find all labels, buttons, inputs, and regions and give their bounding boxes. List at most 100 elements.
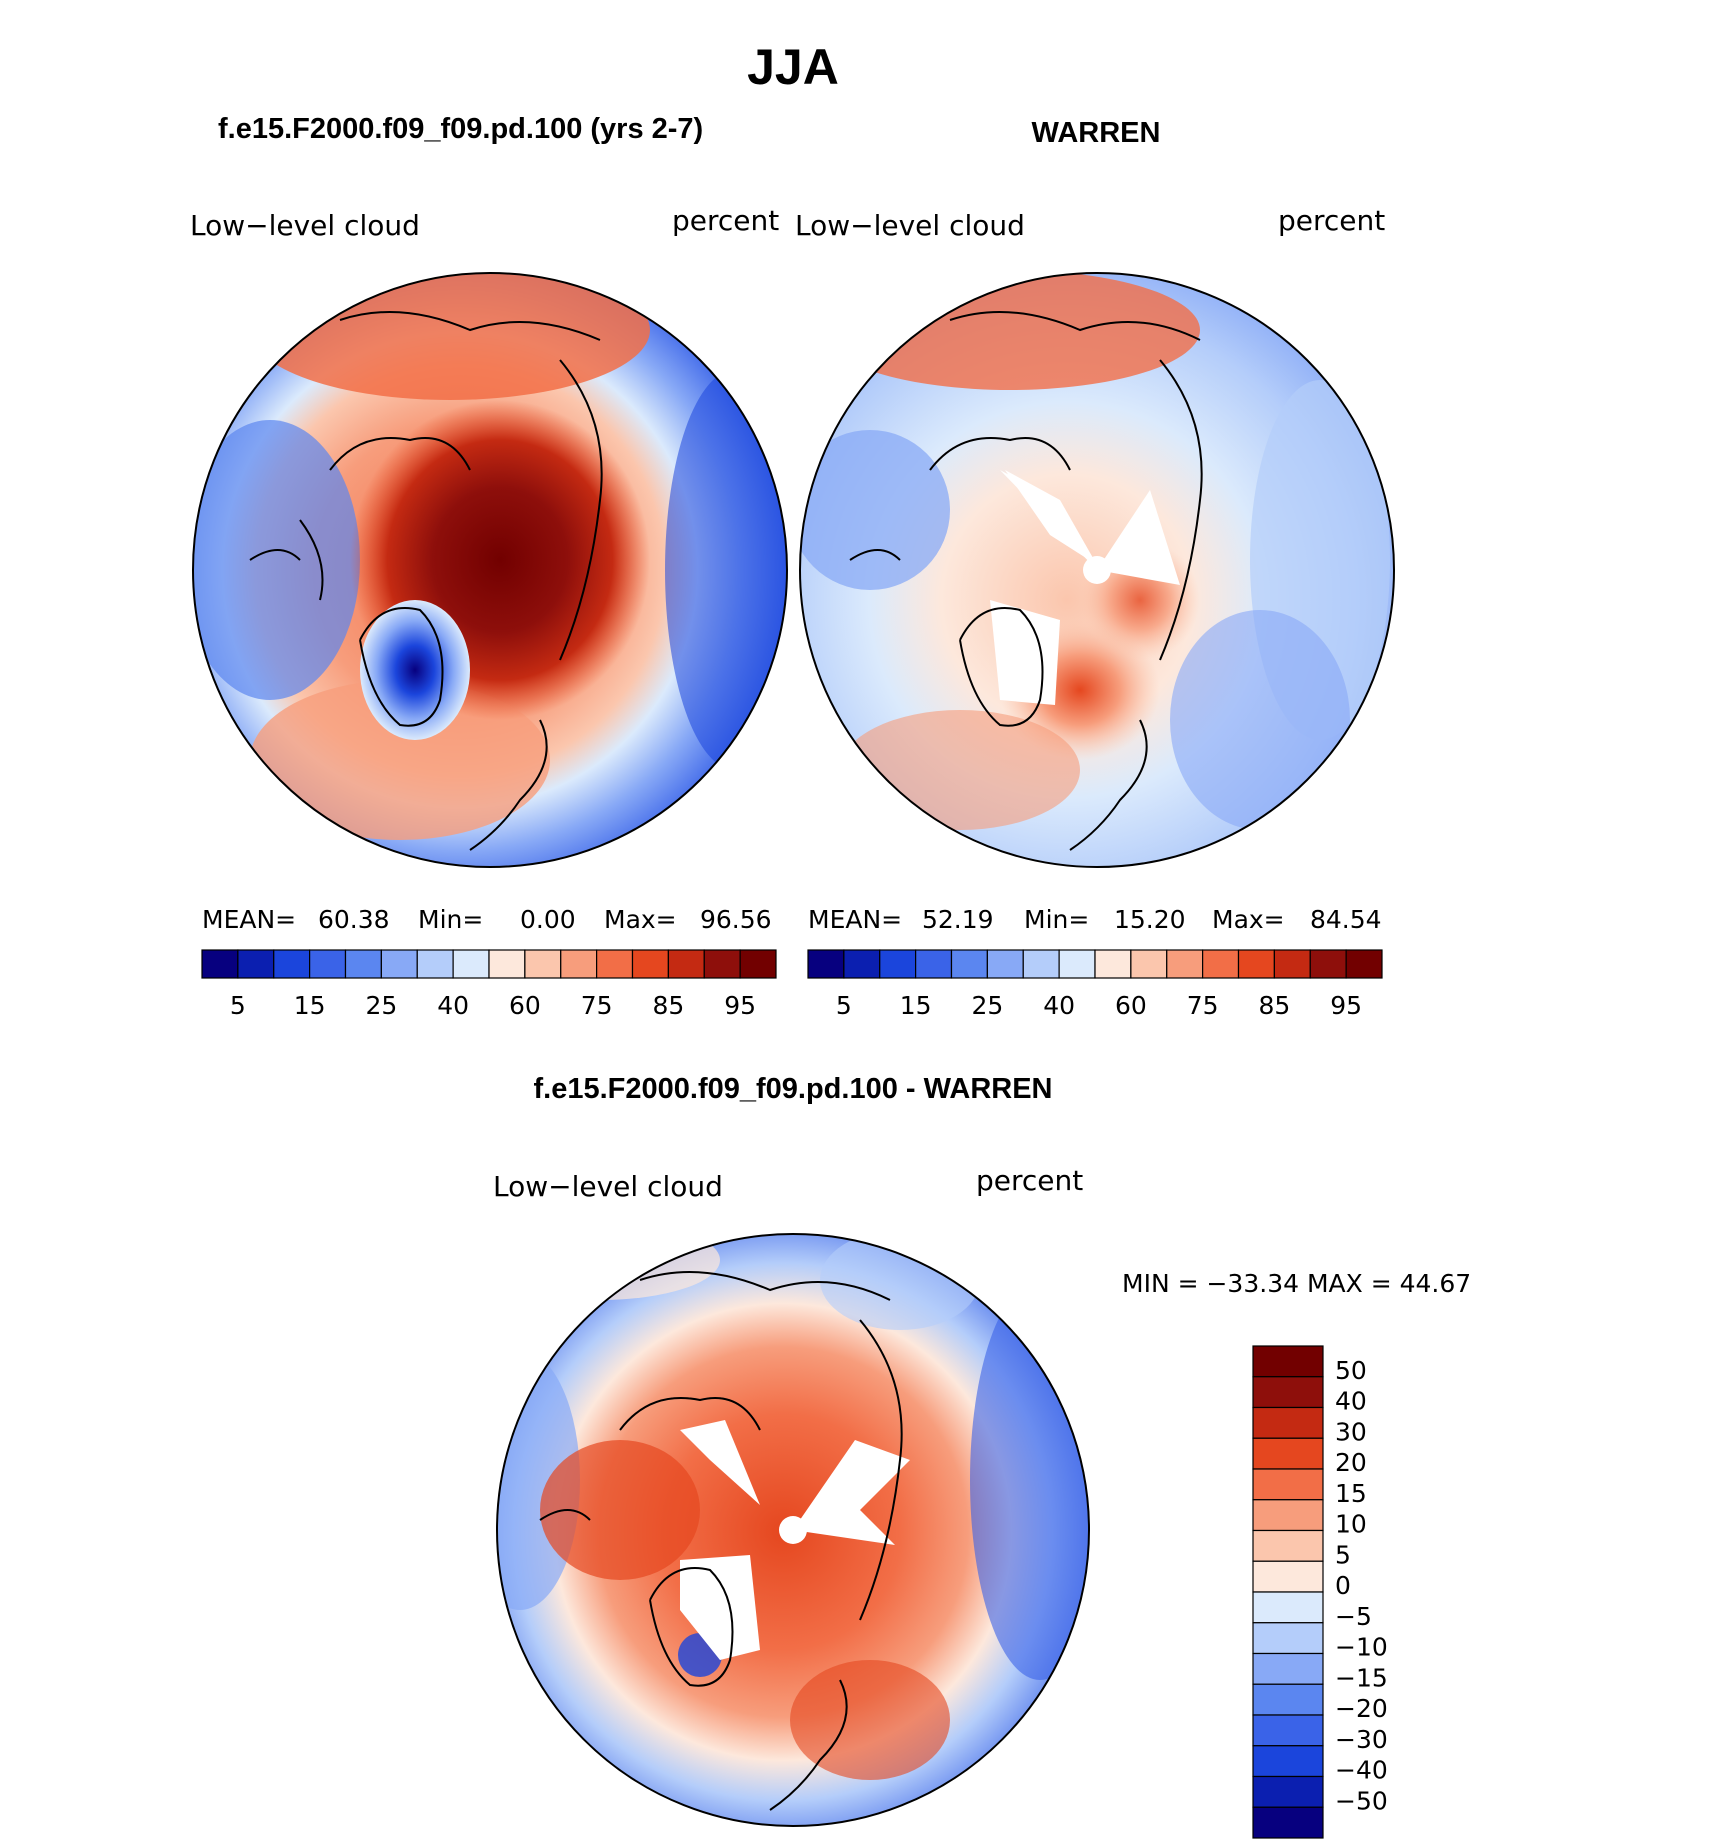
colorbar-tick-label: 60	[1115, 991, 1147, 1020]
colorbar-swatch	[1252, 1468, 1324, 1501]
panel-model-stats: MEAN= 60.38 Min= 0.00 Max= 96.56	[202, 905, 772, 934]
colorbar-swatch	[380, 949, 418, 979]
colorbar-swatch	[416, 949, 454, 979]
colorbar-swatch	[309, 949, 347, 979]
stat-max-value: 84.54	[1310, 905, 1382, 934]
stat-min-value: 0.00	[520, 905, 576, 934]
map-obs-boundary	[799, 272, 1395, 868]
colorbar-tick-label: 0	[1335, 1571, 1351, 1600]
colorbar-swatch	[739, 949, 777, 979]
colorbar-tick-label: 10	[1335, 1510, 1367, 1539]
colorbar-tick-label: 40	[1335, 1387, 1367, 1416]
colorbar-swatch	[1252, 1652, 1324, 1685]
colorbar-tick-label: −50	[1335, 1786, 1388, 1815]
colorbar-tick-label: 15	[1335, 1479, 1367, 1508]
panel-model-variable: Low−level cloud	[190, 209, 420, 242]
panel-diff: f.e15.F2000.f09_f09.pd.100 - WARREN Low−…	[493, 1073, 1471, 1839]
colorbar-model: 5 15 25 40 60 75 85 95	[201, 949, 777, 1020]
map-diff-boundary	[496, 1233, 1090, 1827]
panel-obs: WARREN Low−level cloud percent MEAN= 52.…	[795, 117, 1395, 1020]
map-obs	[800, 273, 1394, 867]
stat-max-label: Max=	[1212, 905, 1285, 934]
colorbar-tick-label: 85	[652, 991, 684, 1020]
colorbar-tick-label: 30	[1335, 1417, 1367, 1446]
colorbar-swatch	[1252, 1745, 1324, 1778]
colorbar-swatch	[1309, 949, 1347, 979]
panel-obs-stats: MEAN= 52.19 Min= 15.20 Max= 84.54	[808, 905, 1382, 934]
colorbar-tick-label: 15	[294, 991, 326, 1020]
colorbar-tick-label: −10	[1335, 1633, 1388, 1662]
stat-mean-value: 60.38	[318, 905, 390, 934]
colorbar-swatch	[1345, 949, 1383, 979]
stat-max-value: 96.56	[700, 905, 772, 934]
colorbar-tick-label: −20	[1335, 1694, 1388, 1723]
colorbar-tick-label: 95	[1330, 991, 1362, 1020]
colorbar-swatch	[1252, 1499, 1324, 1532]
colorbar-swatch	[1252, 1591, 1324, 1624]
colorbar-swatch	[1252, 1775, 1324, 1808]
colorbar-swatch	[1252, 1806, 1324, 1839]
colorbar-tick-label: 75	[1187, 991, 1219, 1020]
colorbar-tick-label: 75	[581, 991, 613, 1020]
colorbar-swatch	[1237, 949, 1275, 979]
colorbar-swatch	[631, 949, 669, 979]
colorbar-tick-label: 5	[836, 991, 852, 1020]
colorbar-swatch	[1252, 1345, 1324, 1378]
colorbar-swatch	[1252, 1376, 1324, 1409]
colorbar-swatch	[950, 949, 988, 979]
panel-model: f.e15.F2000.f09_f09.pd.100 (yrs 2-7) Low…	[190, 113, 788, 1020]
colorbar-tick-label: 95	[724, 991, 756, 1020]
colorbar-tick-label: −40	[1335, 1756, 1388, 1785]
colorbar-swatch	[1130, 949, 1168, 979]
colorbar-tick-label: 15	[900, 991, 932, 1020]
colorbar-swatch	[879, 949, 917, 979]
colorbar-tick-label: 25	[365, 991, 397, 1020]
panel-obs-units: percent	[1278, 204, 1385, 237]
panel-diff-minmax: MIN = −33.34 MAX = 44.67	[1122, 1269, 1471, 1298]
colorbar-swatch	[703, 949, 741, 979]
colorbar-tick-label: 40	[1043, 991, 1075, 1020]
panel-obs-variable: Low−level cloud	[795, 209, 1025, 242]
colorbar-swatch	[843, 949, 881, 979]
stat-min-label: Min=	[418, 905, 483, 934]
colorbar-swatch	[1273, 949, 1311, 979]
colorbar-swatch	[1094, 949, 1132, 979]
colorbar-swatch	[524, 949, 562, 979]
colorbar-swatch	[667, 949, 705, 979]
colorbar-tick-label: 60	[509, 991, 541, 1020]
colorbar-swatch	[560, 949, 598, 979]
panel-diff-units: percent	[976, 1164, 1083, 1197]
colorbar-swatch	[915, 949, 953, 979]
colorbar-tick-label: 25	[971, 991, 1003, 1020]
colorbar-swatch	[1252, 1560, 1324, 1593]
stat-mean-label: MEAN=	[202, 905, 296, 934]
colorbar-swatch	[1058, 949, 1096, 979]
panel-diff-title: f.e15.F2000.f09_f09.pd.100 - WARREN	[534, 1073, 1053, 1105]
colorbar-tick-label: −30	[1335, 1725, 1388, 1754]
stat-mean-label: MEAN=	[808, 905, 902, 934]
colorbar-obs: 5 15 25 40 60 75 85 95	[807, 949, 1383, 1020]
colorbar-tick-label: 85	[1258, 991, 1290, 1020]
stat-mean-value: 52.19	[922, 905, 994, 934]
colorbar-swatch	[1252, 1406, 1324, 1439]
colorbar-tick-label: −15	[1335, 1663, 1388, 1692]
colorbar-tick-label: 20	[1335, 1448, 1367, 1477]
colorbar-tick-label: 5	[1335, 1540, 1351, 1569]
colorbar-swatch	[1166, 949, 1204, 979]
colorbar-tick-label: −5	[1335, 1602, 1372, 1631]
colorbar-swatch	[1202, 949, 1240, 979]
colorbar-swatch	[1252, 1529, 1324, 1562]
map-diff	[497, 1234, 1089, 1826]
colorbar-tick-label: 40	[437, 991, 469, 1020]
colorbar-swatch	[452, 949, 490, 979]
colorbar-tick-label: 5	[230, 991, 246, 1020]
colorbar-swatch	[201, 949, 239, 979]
colorbar-swatch	[986, 949, 1024, 979]
colorbar-swatch	[807, 949, 845, 979]
map-model	[193, 273, 787, 867]
colorbar-swatch	[1252, 1683, 1324, 1716]
stat-max-label: Max=	[604, 905, 677, 934]
colorbar-swatch	[1022, 949, 1060, 979]
colorbar-swatch	[273, 949, 311, 979]
